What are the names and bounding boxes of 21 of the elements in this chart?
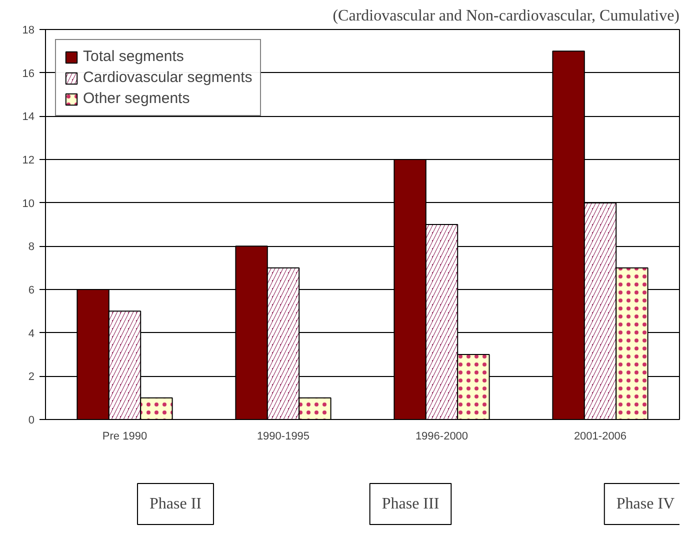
x-tick-label: 2001-2006 bbox=[574, 430, 627, 442]
y-tick-label: 12 bbox=[22, 154, 35, 166]
y-tick-label: 10 bbox=[22, 198, 35, 210]
y-tick-label: 2 bbox=[28, 371, 35, 384]
x-tick-label: 1990-1995 bbox=[256, 430, 310, 442]
legend-label: Other segments bbox=[83, 90, 190, 107]
legend-label: Total segments bbox=[83, 48, 184, 65]
y-tick-label: 8 bbox=[28, 241, 35, 254]
y-tick-label: 16 bbox=[22, 68, 35, 80]
y-tick-label: 4 bbox=[28, 328, 35, 340]
x-tick-label: Pre 1990 bbox=[102, 430, 148, 442]
chart-subtitle: (Cardiovascular and Non-cardiovascular, Cumulative) bbox=[332, 8, 680, 24]
text: Phase II bbox=[150, 496, 202, 512]
text: Phase IV bbox=[616, 496, 676, 512]
y-tick-label: 6 bbox=[28, 284, 35, 296]
text: Phase III bbox=[382, 496, 440, 512]
y-tick-label: 0 bbox=[28, 414, 35, 426]
legend-label: Cardiovascular segments bbox=[83, 69, 252, 86]
y-tick-label: 14 bbox=[22, 111, 35, 124]
x-tick-label: 1996-2000 bbox=[415, 430, 468, 442]
y-tick-label: 18 bbox=[22, 24, 35, 36]
